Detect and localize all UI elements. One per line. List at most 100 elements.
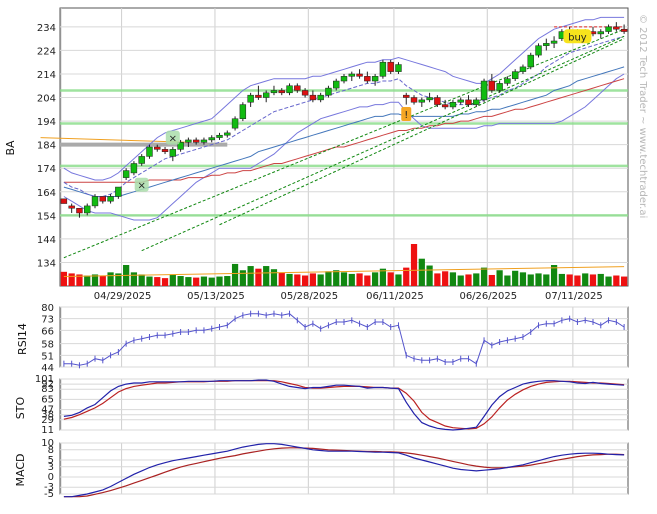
candle: [200, 139, 208, 143]
candle: [301, 90, 309, 96]
volume-bar: [138, 274, 145, 286]
buy-glyph: buy: [568, 32, 587, 43]
trend-line: [141, 35, 625, 252]
alert-glyph: !: [404, 110, 408, 121]
volume-bar: [535, 273, 542, 286]
volume-bar: [473, 273, 480, 286]
volume-bar: [309, 273, 316, 286]
volume-bar: [605, 276, 612, 286]
candle: [216, 134, 223, 138]
macd-tick-label: 10: [41, 438, 54, 449]
volume-bar: [589, 274, 597, 286]
volume-bar: [317, 274, 324, 286]
trend-line: [219, 38, 625, 226]
buy-marker: [563, 29, 592, 44]
candle: [68, 205, 75, 209]
volume-bar: [512, 270, 519, 286]
candle: [348, 73, 355, 77]
volume-bar: [449, 272, 457, 286]
volume-bar: [255, 268, 262, 286]
sto-d-line: [63, 380, 625, 430]
volume-bar: [620, 276, 628, 286]
alert-marker: [401, 107, 412, 122]
candle: [434, 97, 441, 105]
signal-x-glyph: ×: [169, 134, 177, 145]
rsi-tick-label: 51: [41, 351, 54, 362]
candle: [403, 94, 410, 98]
rsi-label: RSI14: [16, 323, 29, 355]
candle: [115, 186, 122, 197]
volume-bar: [434, 273, 441, 286]
volume-bar: [200, 276, 208, 286]
sto-tick-label: 83: [41, 384, 54, 395]
volume-average-line: [63, 266, 625, 278]
volume-bar: [519, 272, 527, 286]
volume-bar: [185, 277, 192, 286]
volume-bar: [387, 272, 394, 286]
x-tick-label: 07/11/2025: [545, 291, 603, 302]
volume-bar: [216, 276, 223, 286]
candle: [605, 26, 612, 32]
candle: [146, 146, 153, 157]
candle: [239, 104, 247, 119]
volume-bar: [325, 271, 332, 286]
candle: [192, 139, 200, 143]
signal-x-glyph: ×: [138, 181, 146, 192]
ticker-label: BA: [4, 140, 17, 156]
candle: [550, 40, 558, 44]
candle: [457, 99, 464, 103]
x-axis: 04/29/2025 05/13/2025 05/28/2025 06/11/2025…: [94, 291, 603, 302]
volume-bar: [294, 274, 301, 286]
volume-bar: [161, 278, 169, 286]
x-tick-label: 06/26/2025: [459, 291, 517, 302]
sto-tick-label: 11: [41, 425, 54, 436]
volume-bar: [286, 273, 293, 286]
sto-tick-label: 47: [41, 405, 54, 416]
candle: [138, 156, 145, 164]
volume-bar: [76, 274, 83, 286]
candle: [340, 76, 348, 82]
macd-signal-line: [63, 447, 625, 498]
price-tick-label: 214: [37, 70, 56, 81]
volume-bar: [239, 270, 246, 286]
sto-tick-label: 65: [41, 394, 54, 405]
candle: [527, 54, 534, 68]
candle: [294, 85, 301, 91]
signal-x-marker: [165, 130, 180, 145]
price-tick-label: 174: [37, 164, 56, 175]
rsi-tick-label: 73: [41, 315, 54, 326]
price-tick-label: 144: [37, 235, 56, 246]
candle: [278, 90, 285, 94]
candle: [84, 205, 91, 214]
volume-bar: [107, 272, 114, 286]
candle: [597, 31, 604, 35]
volume-bar: [263, 266, 270, 286]
candle: [91, 196, 99, 207]
candle: [364, 76, 371, 82]
orange-line: [40, 137, 189, 143]
sma-long: [63, 78, 625, 183]
candle: [270, 90, 278, 94]
candle: [496, 83, 503, 91]
sto-k-line: [63, 379, 625, 431]
candle: [169, 149, 177, 157]
volume-bar: [566, 274, 573, 286]
candle: [511, 71, 519, 79]
sma-mid: [63, 66, 625, 197]
price-panel: 134 144 154 164 174 184 194 204 214 224 234 × ×! buy: [37, 16, 628, 286]
candle: [613, 26, 620, 30]
volume-bar: [465, 274, 472, 286]
candle: [60, 198, 68, 204]
volume-bar: [543, 274, 550, 286]
bollinger-upper: [63, 16, 625, 181]
volume-bar: [84, 275, 91, 286]
volume-bar: [504, 275, 511, 286]
candle: [395, 64, 402, 72]
candle: [262, 92, 270, 98]
volume-bar: [395, 274, 402, 286]
candle: [480, 80, 488, 101]
macd-tick-label: 8: [48, 445, 54, 456]
